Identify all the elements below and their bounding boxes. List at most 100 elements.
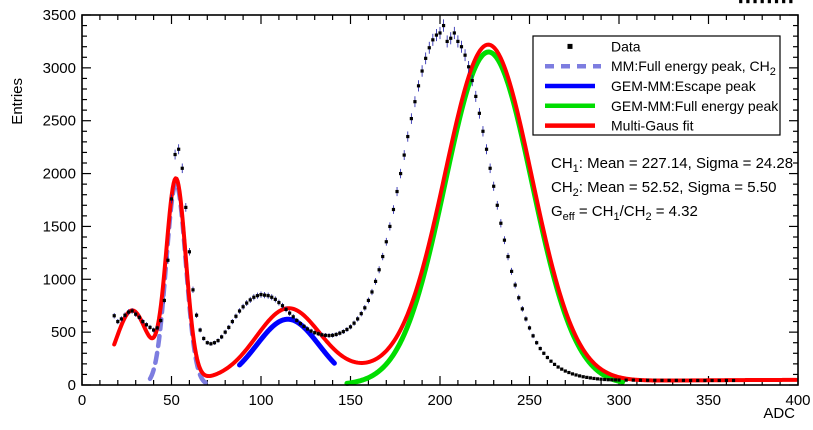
data-point bbox=[585, 375, 589, 379]
legend-box[interactable]: Data MM:Full energy peak, CH2GEM-MM:Escap… bbox=[532, 35, 812, 136]
curve-mm-full-energy-peak-ch-2 bbox=[147, 181, 214, 387]
data-point bbox=[520, 307, 524, 311]
data-point bbox=[724, 378, 728, 383]
data-point bbox=[499, 221, 503, 225]
x-tick-label: 50 bbox=[163, 392, 180, 409]
data-point bbox=[531, 334, 535, 338]
data-point bbox=[187, 250, 191, 254]
data-point bbox=[191, 288, 195, 292]
data-point bbox=[535, 341, 539, 345]
data-point bbox=[112, 314, 116, 318]
x-tick-label: 0 bbox=[78, 392, 86, 409]
x-tick-label: 400 bbox=[785, 392, 810, 409]
legend-label[interactable]: Multi-Gaus fit bbox=[611, 118, 694, 134]
data-point bbox=[366, 298, 370, 303]
data-point bbox=[495, 203, 499, 207]
data-point bbox=[237, 309, 242, 313]
data-point bbox=[209, 342, 213, 346]
data-point bbox=[603, 377, 607, 382]
fit-parameters-annotation: CH1: Mean = 227.14, Sigma = 24.28 CH2: Me… bbox=[551, 155, 793, 223]
data-point bbox=[198, 328, 202, 332]
legend-label[interactable]: Data bbox=[611, 38, 641, 54]
data-point bbox=[130, 309, 134, 313]
y-axis-title: Entries bbox=[9, 78, 26, 125]
data-point bbox=[280, 304, 285, 308]
data-point bbox=[427, 46, 431, 50]
data-point bbox=[241, 305, 245, 309]
x-tick-label: 350 bbox=[696, 392, 721, 409]
data-point bbox=[123, 313, 127, 317]
curve-gem-mm-escape-peak bbox=[237, 316, 337, 368]
y-tick-label: 2500 bbox=[43, 113, 76, 130]
data-point bbox=[277, 300, 281, 305]
data-point bbox=[438, 31, 442, 35]
data-point bbox=[459, 45, 464, 49]
data-point bbox=[273, 297, 277, 301]
data-point bbox=[767, 0, 771, 4]
data-point bbox=[653, 378, 657, 382]
data-point bbox=[388, 224, 392, 229]
data-point bbox=[434, 33, 439, 37]
data-point bbox=[348, 325, 353, 329]
data-point bbox=[144, 323, 149, 327]
data-point bbox=[148, 325, 152, 329]
data-point bbox=[284, 307, 288, 312]
data-point bbox=[252, 295, 256, 299]
data-point bbox=[552, 362, 557, 366]
data-point bbox=[259, 293, 263, 297]
data-point bbox=[789, 0, 793, 4]
data-point bbox=[395, 189, 399, 194]
data-point bbox=[567, 370, 571, 375]
data-point bbox=[309, 329, 313, 333]
data-point bbox=[345, 327, 349, 332]
data-point bbox=[545, 355, 549, 360]
data-point bbox=[588, 376, 592, 380]
data-point bbox=[746, 0, 750, 4]
annotation-line: CH1: Mean = 227.14, Sigma = 24.28 bbox=[551, 155, 793, 175]
data-point bbox=[341, 330, 345, 334]
data-point bbox=[452, 31, 456, 35]
data-point bbox=[560, 367, 564, 371]
data-point bbox=[513, 283, 517, 287]
data-point bbox=[445, 39, 449, 44]
data-point bbox=[298, 322, 302, 326]
data-point bbox=[424, 56, 428, 60]
data-point bbox=[416, 84, 421, 88]
data-point bbox=[517, 296, 521, 300]
data-point bbox=[223, 330, 227, 334]
legend-label[interactable]: MM:Full energy peak, CH2 bbox=[611, 58, 776, 78]
data-point bbox=[116, 319, 120, 324]
data-point bbox=[134, 312, 138, 316]
legend-label[interactable]: GEM-MM:Full energy peak, CH1 bbox=[611, 98, 812, 118]
data-point bbox=[169, 197, 174, 201]
data-point bbox=[492, 184, 496, 188]
y-tick-label: 2000 bbox=[43, 166, 76, 183]
data-point bbox=[538, 346, 542, 351]
data-point bbox=[524, 317, 528, 321]
data-point bbox=[166, 258, 170, 262]
data-point bbox=[681, 378, 686, 382]
data-point bbox=[617, 378, 621, 382]
data-point bbox=[234, 314, 238, 318]
data-point bbox=[581, 375, 585, 379]
data-point bbox=[441, 23, 446, 28]
data-point bbox=[613, 378, 618, 382]
data-point bbox=[595, 377, 600, 381]
data-point bbox=[302, 324, 306, 328]
legend-label[interactable]: GEM-MM:Escape peak bbox=[611, 78, 757, 94]
data-point bbox=[753, 0, 757, 4]
data-point bbox=[356, 317, 360, 321]
axis-ticks bbox=[81, 14, 799, 386]
data-point bbox=[624, 378, 628, 382]
y-tick-label: 500 bbox=[51, 324, 76, 341]
data-point bbox=[359, 312, 363, 316]
data-point bbox=[152, 328, 156, 332]
data-point bbox=[506, 254, 510, 259]
data-point bbox=[270, 295, 274, 299]
y-tick-label: 0 bbox=[68, 377, 76, 394]
data-point bbox=[413, 100, 417, 104]
data-point bbox=[338, 331, 342, 335]
data-point bbox=[570, 372, 575, 376]
data-point bbox=[606, 378, 610, 382]
